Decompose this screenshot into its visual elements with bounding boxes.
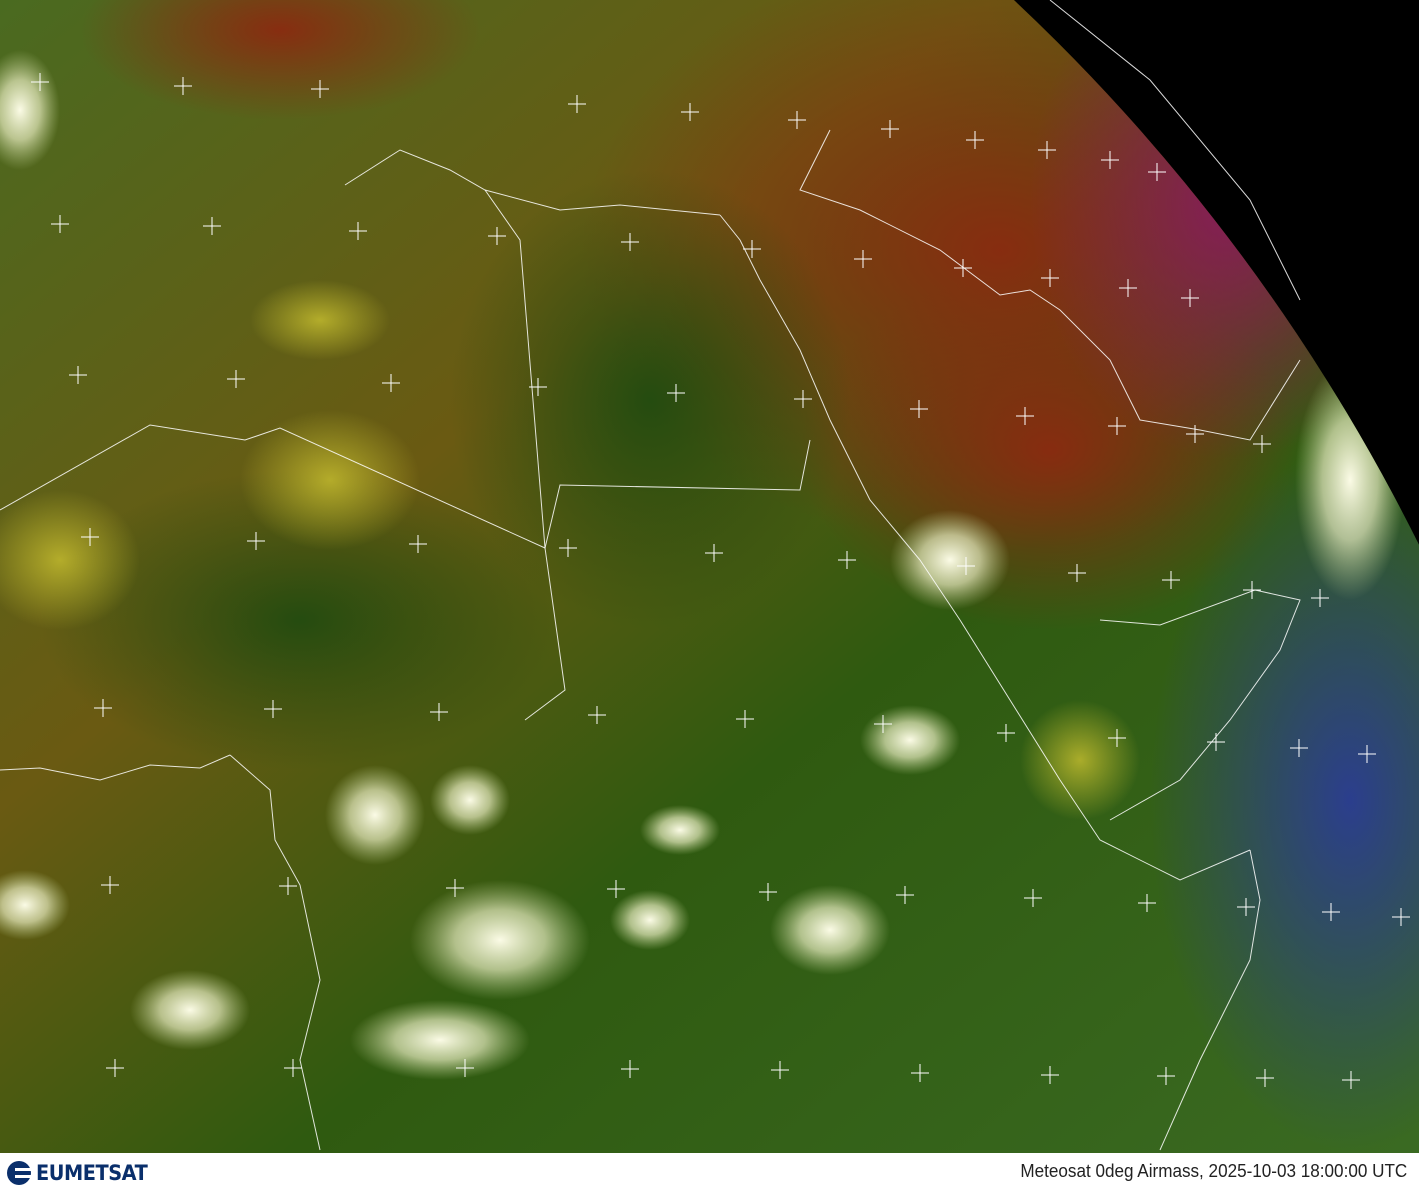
graticule-plus-marker	[1253, 435, 1271, 453]
graticule-plus-marker	[1207, 733, 1225, 751]
graticule-plus-marker	[382, 374, 400, 392]
eumetsat-logo: EUMETSAT	[6, 1159, 157, 1187]
graticule-plus-marker	[31, 73, 49, 91]
graticule-plus-marker	[1186, 425, 1204, 443]
graticule-plus-marker	[621, 1060, 639, 1078]
graticule-plus-marker	[264, 700, 282, 718]
graticule-plus-marker	[106, 1059, 124, 1077]
graticule-plus-marker	[736, 710, 754, 728]
image-caption: Meteosat 0deg Airmass, 2025-10-03 18:00:…	[1020, 1161, 1407, 1181]
graticule-plus-marker	[247, 532, 265, 550]
graticule-plus-marker	[409, 535, 427, 553]
graticule-plus-marker	[1311, 589, 1329, 607]
graticule-plus-marker	[966, 131, 984, 149]
graticule-plus-marker	[559, 539, 577, 557]
graticule-plus-marker	[743, 240, 761, 258]
graticule-plus-marker	[1290, 739, 1308, 757]
graticule-plus-marker	[1256, 1069, 1274, 1087]
graticule-plus-marker	[954, 259, 972, 277]
graticule-plus-marker	[838, 551, 856, 569]
graticule-plus-marker	[788, 111, 806, 129]
graticule-plus-marker	[1041, 269, 1059, 287]
graticule-plus-marker	[1237, 898, 1255, 916]
graticule-plus-marker	[81, 528, 99, 546]
graticule-plus-marker	[621, 233, 639, 251]
footer-bar: EUMETSAT Meteosat 0deg Airmass, 2025-10-…	[0, 1153, 1419, 1193]
graticule-plus-marker	[1038, 141, 1056, 159]
graticule-plus-marker	[456, 1059, 474, 1077]
graticule-plus-marker	[1322, 903, 1340, 921]
graticule-plus-marker	[1162, 571, 1180, 589]
graticule-plus-marker	[1068, 564, 1086, 582]
graticule-plus-marker	[1108, 729, 1126, 747]
graticule-plus-marker	[854, 250, 872, 268]
graticule-plus-marker	[279, 877, 297, 895]
graticule-plus-marker	[588, 706, 606, 724]
graticule-plus-marker	[1392, 908, 1410, 926]
graticule-plus-marker	[759, 883, 777, 901]
graticule-markers	[31, 73, 1410, 1089]
graticule-plus-marker	[874, 715, 892, 733]
satellite-image	[0, 0, 1419, 1153]
graticule-plus-marker	[705, 544, 723, 562]
graticule-plus-marker	[227, 370, 245, 388]
graticule-plus-marker	[667, 384, 685, 402]
graticule-plus-marker	[910, 400, 928, 418]
eumetsat-logo-icon	[7, 1161, 32, 1185]
graticule-plus-marker	[488, 227, 506, 245]
graticule-plus-marker	[1148, 163, 1166, 181]
graticule-plus-marker	[94, 699, 112, 717]
graticule-plus-marker	[957, 557, 975, 575]
graticule-plus-marker	[349, 222, 367, 240]
graticule-plus-marker	[1119, 279, 1137, 297]
graticule-plus-marker	[896, 886, 914, 904]
graticule-plus-marker	[430, 703, 448, 721]
graticule-plus-marker	[174, 77, 192, 95]
graticule-plus-marker	[1108, 417, 1126, 435]
graticule-plus-marker	[794, 390, 812, 408]
graticule-plus-marker	[1016, 407, 1034, 425]
graticule-plus-marker	[101, 876, 119, 894]
graticule-plus-marker	[203, 217, 221, 235]
graticule-plus-marker	[446, 879, 464, 897]
graticule-plus-marker	[1101, 151, 1119, 169]
country-borders	[0, 0, 1301, 1151]
graticule-plus-marker	[1181, 289, 1199, 307]
graticule-plus-marker	[1342, 1071, 1360, 1089]
graticule-plus-marker	[997, 724, 1015, 742]
graticule-plus-marker	[1138, 894, 1156, 912]
graticule-plus-marker	[881, 120, 899, 138]
graticule-plus-marker	[911, 1064, 929, 1082]
graticule-plus-marker	[51, 215, 69, 233]
graticule-plus-marker	[284, 1059, 302, 1077]
graticule-plus-marker	[1358, 745, 1376, 763]
graticule-plus-marker	[607, 880, 625, 898]
graticule-plus-marker	[771, 1061, 789, 1079]
graticule-plus-marker	[1024, 889, 1042, 907]
graticule-plus-marker	[1243, 581, 1261, 599]
graticule-plus-marker	[1041, 1066, 1059, 1084]
graticule-plus-marker	[69, 366, 87, 384]
logo-text: EUMETSAT	[36, 1161, 148, 1185]
graticule-plus-marker	[1157, 1067, 1175, 1085]
graticule-plus-marker	[568, 95, 586, 113]
graticule-plus-marker	[681, 103, 699, 121]
graticule-plus-marker	[529, 378, 547, 396]
graticule-plus-marker	[311, 80, 329, 98]
